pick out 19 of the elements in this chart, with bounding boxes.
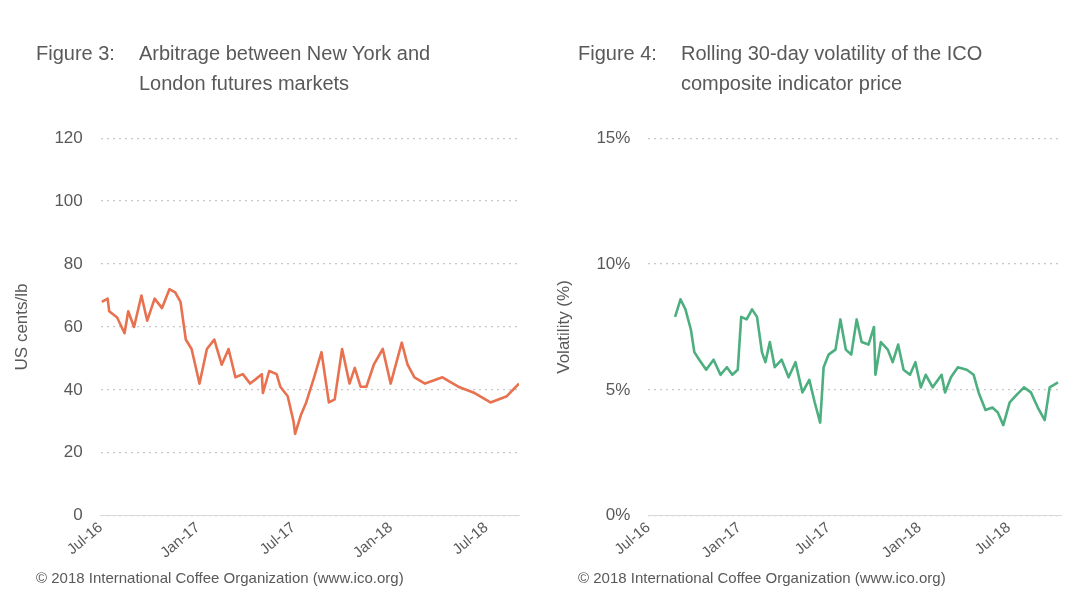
chart-subtitle: Arbitrage between New York and London futures markets	[138, 41, 432, 96]
chart-title: Figure 4:	[578, 41, 657, 66]
y-tick-label: 40	[63, 379, 83, 399]
y-tick-label: 100	[54, 190, 83, 210]
y-tick-label: 0%	[605, 505, 631, 525]
y-axis-title: US cents/lb	[11, 283, 31, 371]
text: © 2018 International Coffee Organization (www.ico.org)	[577, 569, 947, 586]
y-tick-label: 0	[73, 505, 83, 525]
y-tick-label: 5%	[605, 379, 631, 399]
chart-title: Figure 3:	[36, 41, 115, 66]
text: © 2018 International Coffee Organization (www.ico.org)	[35, 569, 405, 586]
y-tick-label: 60	[63, 316, 83, 336]
y-tick-label: 15%	[596, 127, 631, 147]
y-tick-label: 20	[63, 442, 83, 462]
y-tick-label: 80	[63, 253, 83, 273]
y-axis-title: Volatility (%)	[553, 280, 573, 374]
chart-subtitle: Rolling 30-day volatility of the ICO composite indicator price	[680, 41, 984, 96]
y-tick-label: 10%	[596, 253, 631, 273]
y-tick-label: 120	[54, 127, 83, 147]
